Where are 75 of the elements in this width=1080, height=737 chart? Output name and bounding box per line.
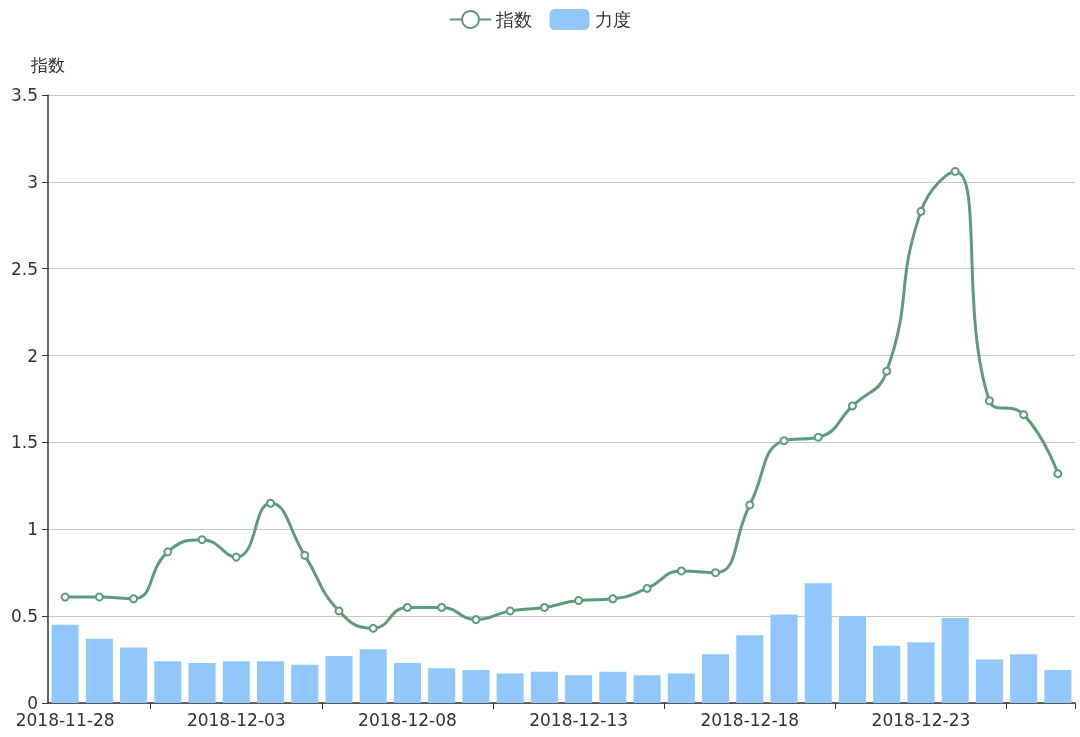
point	[60, 592, 70, 602]
point	[231, 552, 241, 562]
bar	[222, 661, 250, 703]
point	[574, 596, 584, 606]
bar	[599, 671, 627, 703]
bar	[462, 669, 490, 703]
x-tick-label: 2018-12-18	[700, 709, 800, 730]
bar	[393, 663, 421, 703]
y-tick-label: 2.5	[10, 258, 38, 279]
bar	[428, 668, 456, 703]
x-tick-label: 2018-12-23	[871, 709, 971, 730]
point	[813, 432, 823, 442]
x-tick-label: 2018-12-08	[358, 709, 457, 730]
point	[779, 436, 789, 446]
point	[882, 366, 892, 376]
x-tick-label: 2018-12-13	[529, 709, 629, 730]
point	[266, 498, 276, 508]
y-axis-title: 指数	[30, 54, 65, 75]
bar	[804, 583, 832, 703]
bar	[291, 664, 319, 703]
bar	[154, 661, 182, 703]
y-tick-label: 3.5	[10, 85, 38, 105]
bar	[907, 642, 935, 703]
point	[984, 396, 994, 406]
point	[471, 615, 481, 625]
point	[539, 602, 549, 612]
point	[129, 594, 139, 604]
y-tick-label: 2	[27, 345, 38, 366]
y-tick-label: 1.5	[10, 432, 38, 453]
point	[642, 583, 652, 593]
point	[334, 606, 344, 616]
legend-label: 力度	[594, 9, 631, 30]
y-tick-label: 3	[27, 171, 38, 192]
bar	[85, 638, 113, 703]
legend-label: 指数	[494, 9, 532, 30]
point	[368, 623, 378, 633]
bar	[359, 649, 387, 703]
point	[300, 550, 310, 560]
bar	[256, 661, 285, 703]
bar	[941, 617, 969, 703]
point	[950, 166, 960, 176]
bar	[770, 614, 798, 703]
bar	[188, 663, 216, 703]
point	[1053, 469, 1063, 479]
bar	[1010, 654, 1038, 703]
bar	[51, 624, 79, 703]
bar	[838, 616, 867, 703]
bar	[120, 647, 148, 703]
point	[916, 206, 926, 216]
bar	[496, 673, 524, 703]
point	[711, 568, 721, 578]
bar	[975, 659, 1003, 703]
bar	[633, 675, 661, 703]
bar	[530, 671, 558, 703]
point	[847, 401, 857, 411]
bar	[667, 673, 695, 703]
bar	[325, 656, 353, 703]
point	[1019, 410, 1029, 420]
bar	[565, 675, 593, 703]
y-tick-label: 0.5	[10, 606, 38, 627]
point	[676, 566, 686, 576]
point	[437, 602, 447, 612]
point	[94, 592, 104, 602]
bar	[873, 645, 901, 703]
bar	[736, 635, 764, 703]
point	[197, 535, 207, 545]
point	[163, 547, 173, 557]
point	[608, 594, 618, 604]
y-tick-label: 1	[27, 519, 38, 540]
x-tick-label: 2018-12-03	[186, 709, 286, 730]
point	[402, 602, 412, 612]
bar	[1044, 669, 1072, 703]
bar	[702, 654, 730, 703]
point	[745, 500, 755, 510]
point	[505, 606, 515, 616]
